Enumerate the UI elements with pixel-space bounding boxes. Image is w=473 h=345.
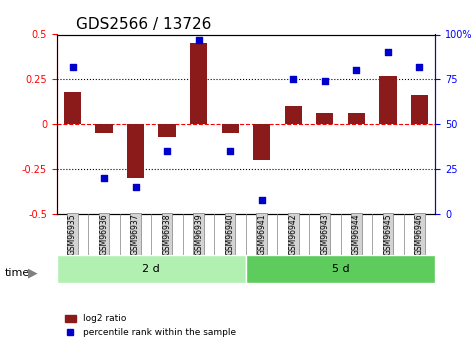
Text: 5 d: 5 d — [332, 264, 350, 274]
Point — [227, 148, 234, 154]
Bar — [246, 255, 435, 283]
Text: 2 d: 2 d — [142, 264, 160, 274]
Text: GSM96942: GSM96942 — [289, 214, 298, 255]
Text: GDS2566 / 13726: GDS2566 / 13726 — [76, 17, 211, 32]
Text: GSM96944: GSM96944 — [352, 214, 361, 255]
Text: GSM96941: GSM96941 — [257, 214, 266, 255]
Bar — [348, 114, 365, 124]
Text: GSM96938: GSM96938 — [163, 214, 172, 255]
Bar — [57, 255, 246, 283]
Bar — [316, 114, 333, 124]
Text: GSM96939: GSM96939 — [194, 214, 203, 255]
Bar — [64, 92, 81, 124]
Point — [384, 50, 392, 55]
Text: GSM96936: GSM96936 — [99, 214, 109, 255]
Point — [69, 64, 76, 70]
Point — [100, 175, 108, 181]
Bar — [411, 96, 428, 124]
Text: GSM96943: GSM96943 — [320, 214, 329, 255]
Point — [416, 64, 423, 70]
Point — [352, 68, 360, 73]
Text: GSM96940: GSM96940 — [226, 214, 235, 255]
Point — [321, 78, 329, 84]
Text: GSM96945: GSM96945 — [383, 214, 393, 255]
Bar — [127, 124, 144, 178]
Bar — [253, 124, 271, 160]
Text: GSM96937: GSM96937 — [131, 214, 140, 255]
Point — [132, 184, 140, 190]
Text: time: time — [5, 268, 30, 277]
Point — [289, 77, 297, 82]
Point — [195, 37, 202, 43]
Point — [163, 148, 171, 154]
Text: ▶: ▶ — [28, 266, 38, 279]
Bar — [285, 106, 302, 124]
Bar — [96, 124, 113, 133]
Bar — [221, 124, 239, 133]
Legend: log2 ratio, percentile rank within the sample: log2 ratio, percentile rank within the s… — [61, 311, 240, 341]
Bar — [379, 76, 396, 124]
Point — [258, 197, 265, 202]
Bar — [190, 43, 207, 124]
Text: GSM96946: GSM96946 — [415, 214, 424, 255]
Text: GSM96935: GSM96935 — [68, 214, 77, 255]
Bar — [158, 124, 176, 137]
